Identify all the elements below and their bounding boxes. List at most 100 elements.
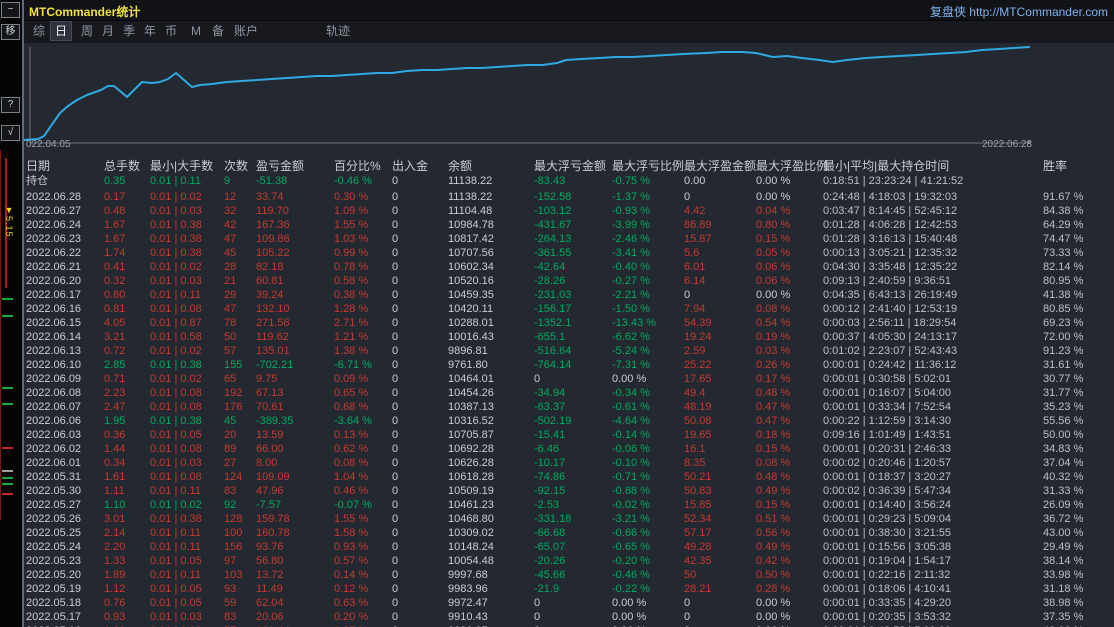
cell-date: 2022.06.21 xyxy=(26,261,82,273)
cell-mflpct: -0.75 % xyxy=(612,175,650,187)
table-row[interactable]: 2022.06.23 1.67 0.01 | 0.38 47 109.86 1.03 % 0… xyxy=(26,232,1103,246)
help-button[interactable]: ? xyxy=(1,97,20,113)
cell-inout: 0 xyxy=(392,331,399,343)
cell-mfl: 0 xyxy=(534,597,541,609)
cell-count: 21 xyxy=(224,275,237,287)
cell-mfl: -66.68 xyxy=(534,527,566,539)
table-row[interactable]: 2022.06.09 0.71 0.01 | 0.02 65 9.75 0.09 % 0 10… xyxy=(26,372,1103,386)
tab-account[interactable]: 账户 xyxy=(234,24,259,38)
table-row[interactable]: 2022.05.18 0.76 0.01 | 0.05 59 62.04 0.63 % 0 9… xyxy=(26,596,1103,610)
confirm-button[interactable]: √ xyxy=(1,125,20,141)
cell-mfl: -34.94 xyxy=(534,387,566,399)
table-row[interactable]: 2022.06.27 0.48 0.01 | 0.03 32 119.70 1.09 % 0… xyxy=(26,204,1103,218)
table-row[interactable]: 2022.05.17 0.93 0.01 | 0.03 83 20.06 0.20 % 0 9… xyxy=(26,610,1103,624)
tab-daily[interactable]: 日 xyxy=(49,21,73,41)
table-row[interactable]: 2022.06.21 0.41 0.01 | 0.02 28 82.18 0.78 % 0 1… xyxy=(26,260,1103,274)
cell-pct: 0.14 % xyxy=(334,569,369,581)
table-row[interactable]: 2022.05.31 1.61 0.01 | 0.08 124 109.09 1.04 %… xyxy=(26,470,1103,484)
table-row[interactable]: 2022.05.24 2.20 0.01 | 0.11 156 93.76 0.93 % 0… xyxy=(26,540,1103,554)
cell-pl: 9.75 xyxy=(256,373,278,385)
cell-count: 128 xyxy=(224,513,243,525)
table-row[interactable]: 2022.06.13 0.72 0.01 | 0.02 57 135.01 1.38 % 0… xyxy=(26,344,1103,358)
cell-pct: 1.04 % xyxy=(334,471,369,483)
table-row[interactable]: 2022.06.06 1.95 0.01 | 0.38 45 -389.35 -3.64 … xyxy=(26,414,1103,428)
cell-mfppct: 0.04 % xyxy=(756,205,791,217)
cell-minmax: 0.01 | 0.11 xyxy=(150,175,201,187)
cell-mfl: -156.17 xyxy=(534,303,572,315)
move-button[interactable]: 移 xyxy=(1,24,20,40)
cell-mfp: 19.65 xyxy=(684,429,712,441)
cell-pct: 0.30 % xyxy=(334,191,369,203)
cell-win: 31.61 % xyxy=(1043,359,1084,371)
cell-mfppct: 0.00 % xyxy=(756,175,791,187)
table-row[interactable]: 2022.06.10 2.85 0.01 | 0.38 155 -702.21 -6.71… xyxy=(26,358,1103,372)
table-row[interactable]: 2022.06.02 1.44 0.01 | 0.08 89 66.00 0.62 % 0 1… xyxy=(26,442,1103,456)
table-row[interactable]: 2022.06.08 2.23 0.01 | 0.08 192 67.13 0.65 % 0… xyxy=(26,386,1103,400)
tab-m[interactable]: M xyxy=(191,24,201,38)
cell-count: 57 xyxy=(224,624,256,627)
table-row[interactable]: 2022.06.22 1.74 0.01 | 0.38 45 105.22 0.99 % 0… xyxy=(26,246,1103,260)
tab-currency[interactable]: 币 xyxy=(165,24,178,38)
column-header-mflpct: 最大浮亏比例 xyxy=(612,159,685,173)
cell-pl: 11.49 xyxy=(256,583,283,595)
cell-pct: 1.21 % xyxy=(334,331,369,343)
cell-win: 37.35 % xyxy=(1043,611,1084,623)
cell-mfppct: 0.00 % xyxy=(756,191,791,203)
tab-track[interactable]: 轨迹 xyxy=(326,24,351,38)
cell-minmax: 0.01 | 0.38 xyxy=(150,359,202,371)
cell-count: 42 xyxy=(224,219,237,231)
minimize-button[interactable]: − xyxy=(1,2,20,18)
table-row[interactable]: 2022.06.20 0.32 0.01 | 0.03 21 60.81 0.58 % 0 1… xyxy=(26,274,1103,288)
column-header-pl: 盈亏金额 xyxy=(256,159,305,173)
cell-count: 100 xyxy=(224,527,243,539)
cell-win: 64.29 % xyxy=(1043,219,1084,231)
table-row[interactable]: 2022.05.30 1.11 0.01 | 0.11 83 47.96 0.46 % 0 1… xyxy=(26,484,1103,498)
table-row[interactable]: 2022.05.23 1.33 0.01 | 0.05 97 56.80 0.57 % 0 1… xyxy=(26,554,1103,568)
cell-mfppct: 0.08 % xyxy=(756,303,791,315)
open-position-row[interactable]: 持仓 0.35 0.01 | 0.11 9 -51.38 -0.46 % 0 11138.22… xyxy=(26,174,1103,189)
cell-time: 0:00:03 | 2:56:11 | 18:29:54 xyxy=(823,317,957,329)
table-row[interactable]: 2022.06.15 4.05 0.01 | 0.87 78 271.58 2.71 % 0… xyxy=(26,316,1103,330)
chart-mark xyxy=(2,477,13,479)
cell-pct: 0.93 % xyxy=(334,541,369,553)
table-row[interactable]: 2022.06.17 0.80 0.01 | 0.11 29 39.24 0.38 % 0 1… xyxy=(26,288,1103,302)
cell-date: 2022.06.02 xyxy=(26,443,82,455)
cell-inout: 0 xyxy=(392,624,448,627)
cell-mfppct: 0.80 % xyxy=(756,219,791,231)
tab-notes[interactable]: 备 xyxy=(212,24,225,38)
cell-count: 89 xyxy=(224,443,237,455)
background-candle-line xyxy=(5,158,7,288)
table-row[interactable]: 2022.06.14 3.21 0.01 | 0.58 50 119.62 1.21 % 0… xyxy=(26,330,1103,344)
cell-pl: 66.00 xyxy=(256,443,284,455)
table-row[interactable]: 2022.06.07 2.47 0.01 | 0.08 176 70.61 0.68 % 0… xyxy=(26,400,1103,414)
cell-time: 0:09:13 | 2:40:59 | 9:36:51 xyxy=(823,275,952,287)
table-row[interactable]: 2022.05.161.290.01 | 0.0357101.441.07 %0… xyxy=(26,624,1103,627)
cell-balance: 10016.43 xyxy=(448,331,494,343)
column-header-lots: 总手数 xyxy=(104,159,141,173)
tab-weekly[interactable]: 周 xyxy=(81,24,94,38)
table-row[interactable]: 2022.05.25 2.14 0.01 | 0.11 100 160.78 1.58 %… xyxy=(26,526,1103,540)
column-header-date: 日期 xyxy=(26,159,51,173)
table-row[interactable]: 2022.05.27 1.10 0.01 | 0.02 92 -7.57 -0.07 % 0… xyxy=(26,498,1103,512)
cell-mfp: 52.34 xyxy=(684,513,712,525)
cell-win: 29.49 % xyxy=(1043,541,1084,553)
table-row[interactable]: 2022.06.28 0.17 0.01 | 0.02 12 33.74 0.30 % 0 1… xyxy=(26,190,1103,204)
column-header-inout: 出入金 xyxy=(392,159,429,173)
table-row[interactable]: 2022.06.03 0.36 0.01 | 0.05 20 13.59 0.13 % 0 1… xyxy=(26,428,1103,442)
tab-yearly[interactable]: 年 xyxy=(144,24,157,38)
cell-pl: 109.86 xyxy=(256,233,290,245)
table-row[interactable]: 2022.05.20 1.89 0.01 | 0.11 103 13.72 0.14 % 0… xyxy=(26,568,1103,582)
table-row[interactable]: 2022.05.26 3.01 0.01 | 0.38 128 159.78 1.55 %… xyxy=(26,512,1103,526)
site-link[interactable]: 复盘侠 http://MTCommander.com xyxy=(929,5,1108,19)
cell-pl: 101.44 xyxy=(256,624,334,627)
tab-monthly[interactable]: 月 xyxy=(102,24,115,38)
table-row[interactable]: 2022.06.16 0.81 0.01 | 0.08 47 132.10 1.28 % 0… xyxy=(26,302,1103,316)
tab-quarterly[interactable]: 季 xyxy=(123,24,136,38)
cell-inout: 0 xyxy=(392,541,399,553)
cell-minmax: 0.01 | 0.11 xyxy=(150,527,201,539)
table-row[interactable]: 2022.06.01 0.34 0.01 | 0.03 27 8.00 0.08 % 0 10… xyxy=(26,456,1103,470)
cell-pct: 1.58 % xyxy=(334,527,369,539)
tab-summary[interactable]: 综 xyxy=(33,24,46,38)
table-row[interactable]: 2022.05.19 1.12 0.01 | 0.05 93 11.49 0.12 % 0 9… xyxy=(26,582,1103,596)
table-row[interactable]: 2022.06.24 1.67 0.01 | 0.38 42 167.36 1.55 % 0… xyxy=(26,218,1103,232)
